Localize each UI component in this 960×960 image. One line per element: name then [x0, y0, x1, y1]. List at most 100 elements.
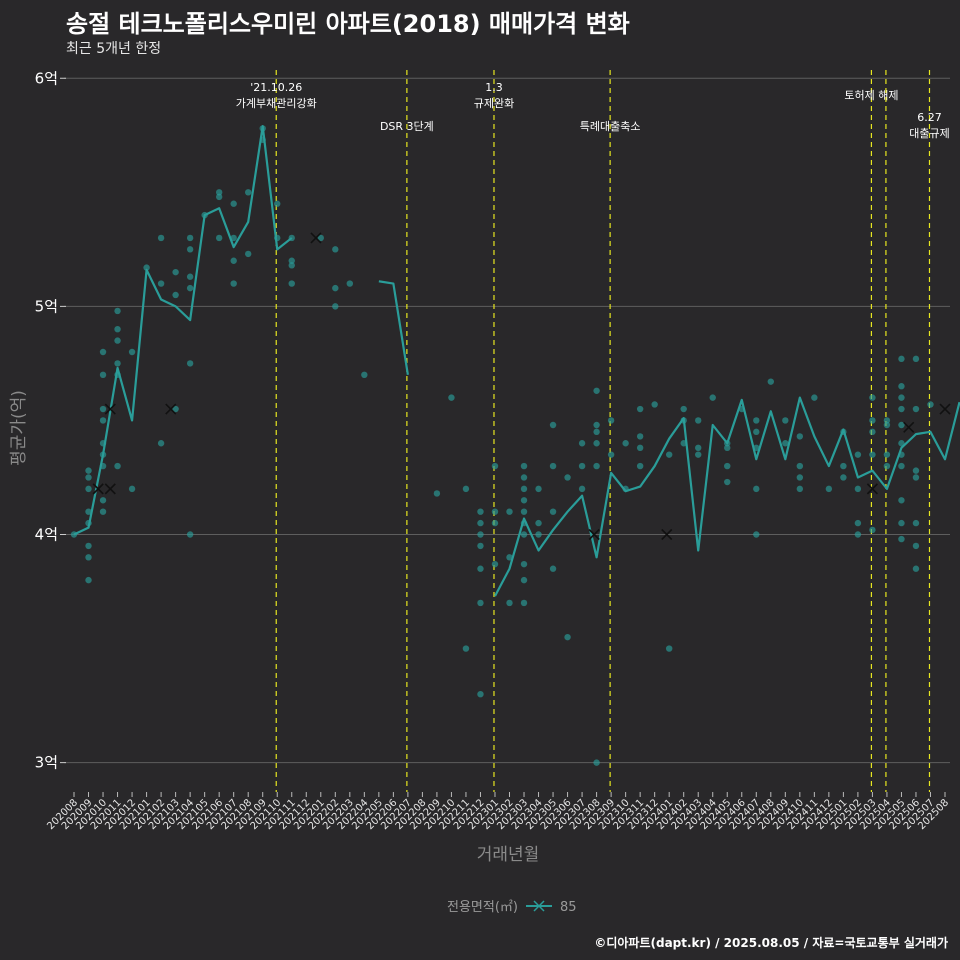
cancel-marker — [92, 483, 104, 495]
deal-point — [317, 234, 324, 242]
deal-point — [85, 467, 92, 474]
deal-point — [215, 189, 223, 196]
event-label: 대출규제 — [909, 127, 949, 140]
deal-point — [680, 405, 687, 413]
deal-point — [245, 250, 252, 258]
deal-point — [128, 348, 136, 356]
deal-point — [215, 193, 223, 201]
cancel-marker — [165, 403, 177, 415]
deal-point — [114, 462, 121, 470]
deal-point — [912, 565, 920, 572]
y-tick-label: 3억 — [35, 754, 58, 772]
deal-point — [724, 478, 731, 486]
deal-point — [448, 394, 455, 401]
deal-point — [593, 759, 600, 766]
deal-point — [157, 440, 165, 447]
deal-point — [114, 337, 121, 344]
deal-point — [593, 387, 600, 394]
deal-point — [912, 355, 920, 363]
event-label: 규제완화 — [474, 97, 514, 110]
deal-point — [593, 421, 600, 429]
deal-point — [230, 200, 237, 207]
deal-point — [128, 485, 136, 493]
average-price-line — [73, 125, 293, 536]
y-tick-label: 6억 — [35, 69, 58, 87]
deal-point — [477, 599, 484, 607]
deal-point — [99, 371, 107, 379]
deal-point — [767, 378, 774, 385]
legend-title: 전용면적(㎡) — [447, 900, 518, 915]
deal-point — [520, 497, 528, 504]
y-axis-title: 평균가(억) — [9, 390, 29, 466]
deal-point — [753, 531, 760, 538]
deal-point — [869, 451, 876, 458]
deal-point — [695, 417, 702, 424]
deal-point — [99, 497, 107, 504]
deal-point — [549, 421, 557, 429]
deal-point — [796, 462, 804, 470]
deal-point — [186, 234, 194, 242]
deal-point — [898, 405, 905, 413]
deal-point — [796, 474, 804, 481]
deal-point — [593, 440, 600, 447]
deal-point — [782, 417, 789, 424]
deal-point — [695, 451, 702, 458]
deal-point — [332, 303, 339, 310]
deal-point — [840, 474, 847, 481]
deal-point — [753, 485, 760, 493]
deal-point — [695, 444, 702, 452]
deal-point — [578, 485, 586, 493]
deal-point — [85, 542, 92, 550]
cancel-marker — [939, 403, 951, 415]
deal-point — [230, 280, 237, 287]
deal-point — [796, 485, 804, 493]
deal-point — [477, 565, 484, 572]
source-caption: ©디아파트(dapt.kr) / 2025.08.05 / 자료=국토교통부 실… — [594, 936, 948, 950]
event-label: '21.10.26 — [250, 81, 302, 94]
deal-point — [724, 444, 731, 452]
cancel-marker — [310, 232, 322, 244]
deal-point — [462, 485, 470, 493]
deal-point — [593, 428, 600, 436]
deal-point — [230, 234, 237, 242]
deal-point — [869, 417, 876, 424]
deal-point — [665, 451, 673, 458]
deal-point — [99, 508, 107, 515]
deal-point — [549, 462, 557, 470]
deal-point — [883, 451, 891, 458]
deal-point — [506, 508, 513, 515]
event-label: 특례대출축소 — [580, 120, 641, 133]
legend-swatch-cross — [533, 900, 545, 912]
deal-point — [724, 462, 731, 470]
deal-point — [99, 417, 107, 424]
deal-point — [549, 565, 557, 572]
deal-point — [215, 234, 223, 242]
cancel-marker — [104, 403, 116, 415]
deal-point — [288, 280, 295, 287]
deal-point — [477, 690, 484, 698]
deal-point — [462, 645, 470, 652]
cancel-marker — [588, 528, 600, 541]
chart-title: 송절 테크노폴리스우미린 아파트(2018) 매매가격 변화 — [66, 10, 630, 38]
deal-point — [912, 467, 920, 474]
deal-point — [564, 633, 571, 641]
deal-point — [898, 355, 905, 363]
deal-point — [898, 462, 905, 470]
deal-point — [535, 519, 542, 527]
deal-point — [520, 508, 528, 515]
deal-point — [245, 189, 252, 196]
deal-point — [622, 440, 629, 447]
deal-point — [491, 508, 499, 515]
deal-point — [607, 417, 615, 424]
deal-point — [491, 560, 499, 568]
deal-point — [520, 599, 528, 607]
deal-point — [85, 508, 92, 515]
deal-point — [796, 433, 804, 440]
deal-point — [172, 291, 179, 299]
deal-point — [230, 257, 237, 264]
deal-point — [186, 246, 194, 253]
deal-point — [883, 421, 891, 429]
deal-point — [912, 405, 920, 413]
deal-point — [172, 268, 179, 276]
